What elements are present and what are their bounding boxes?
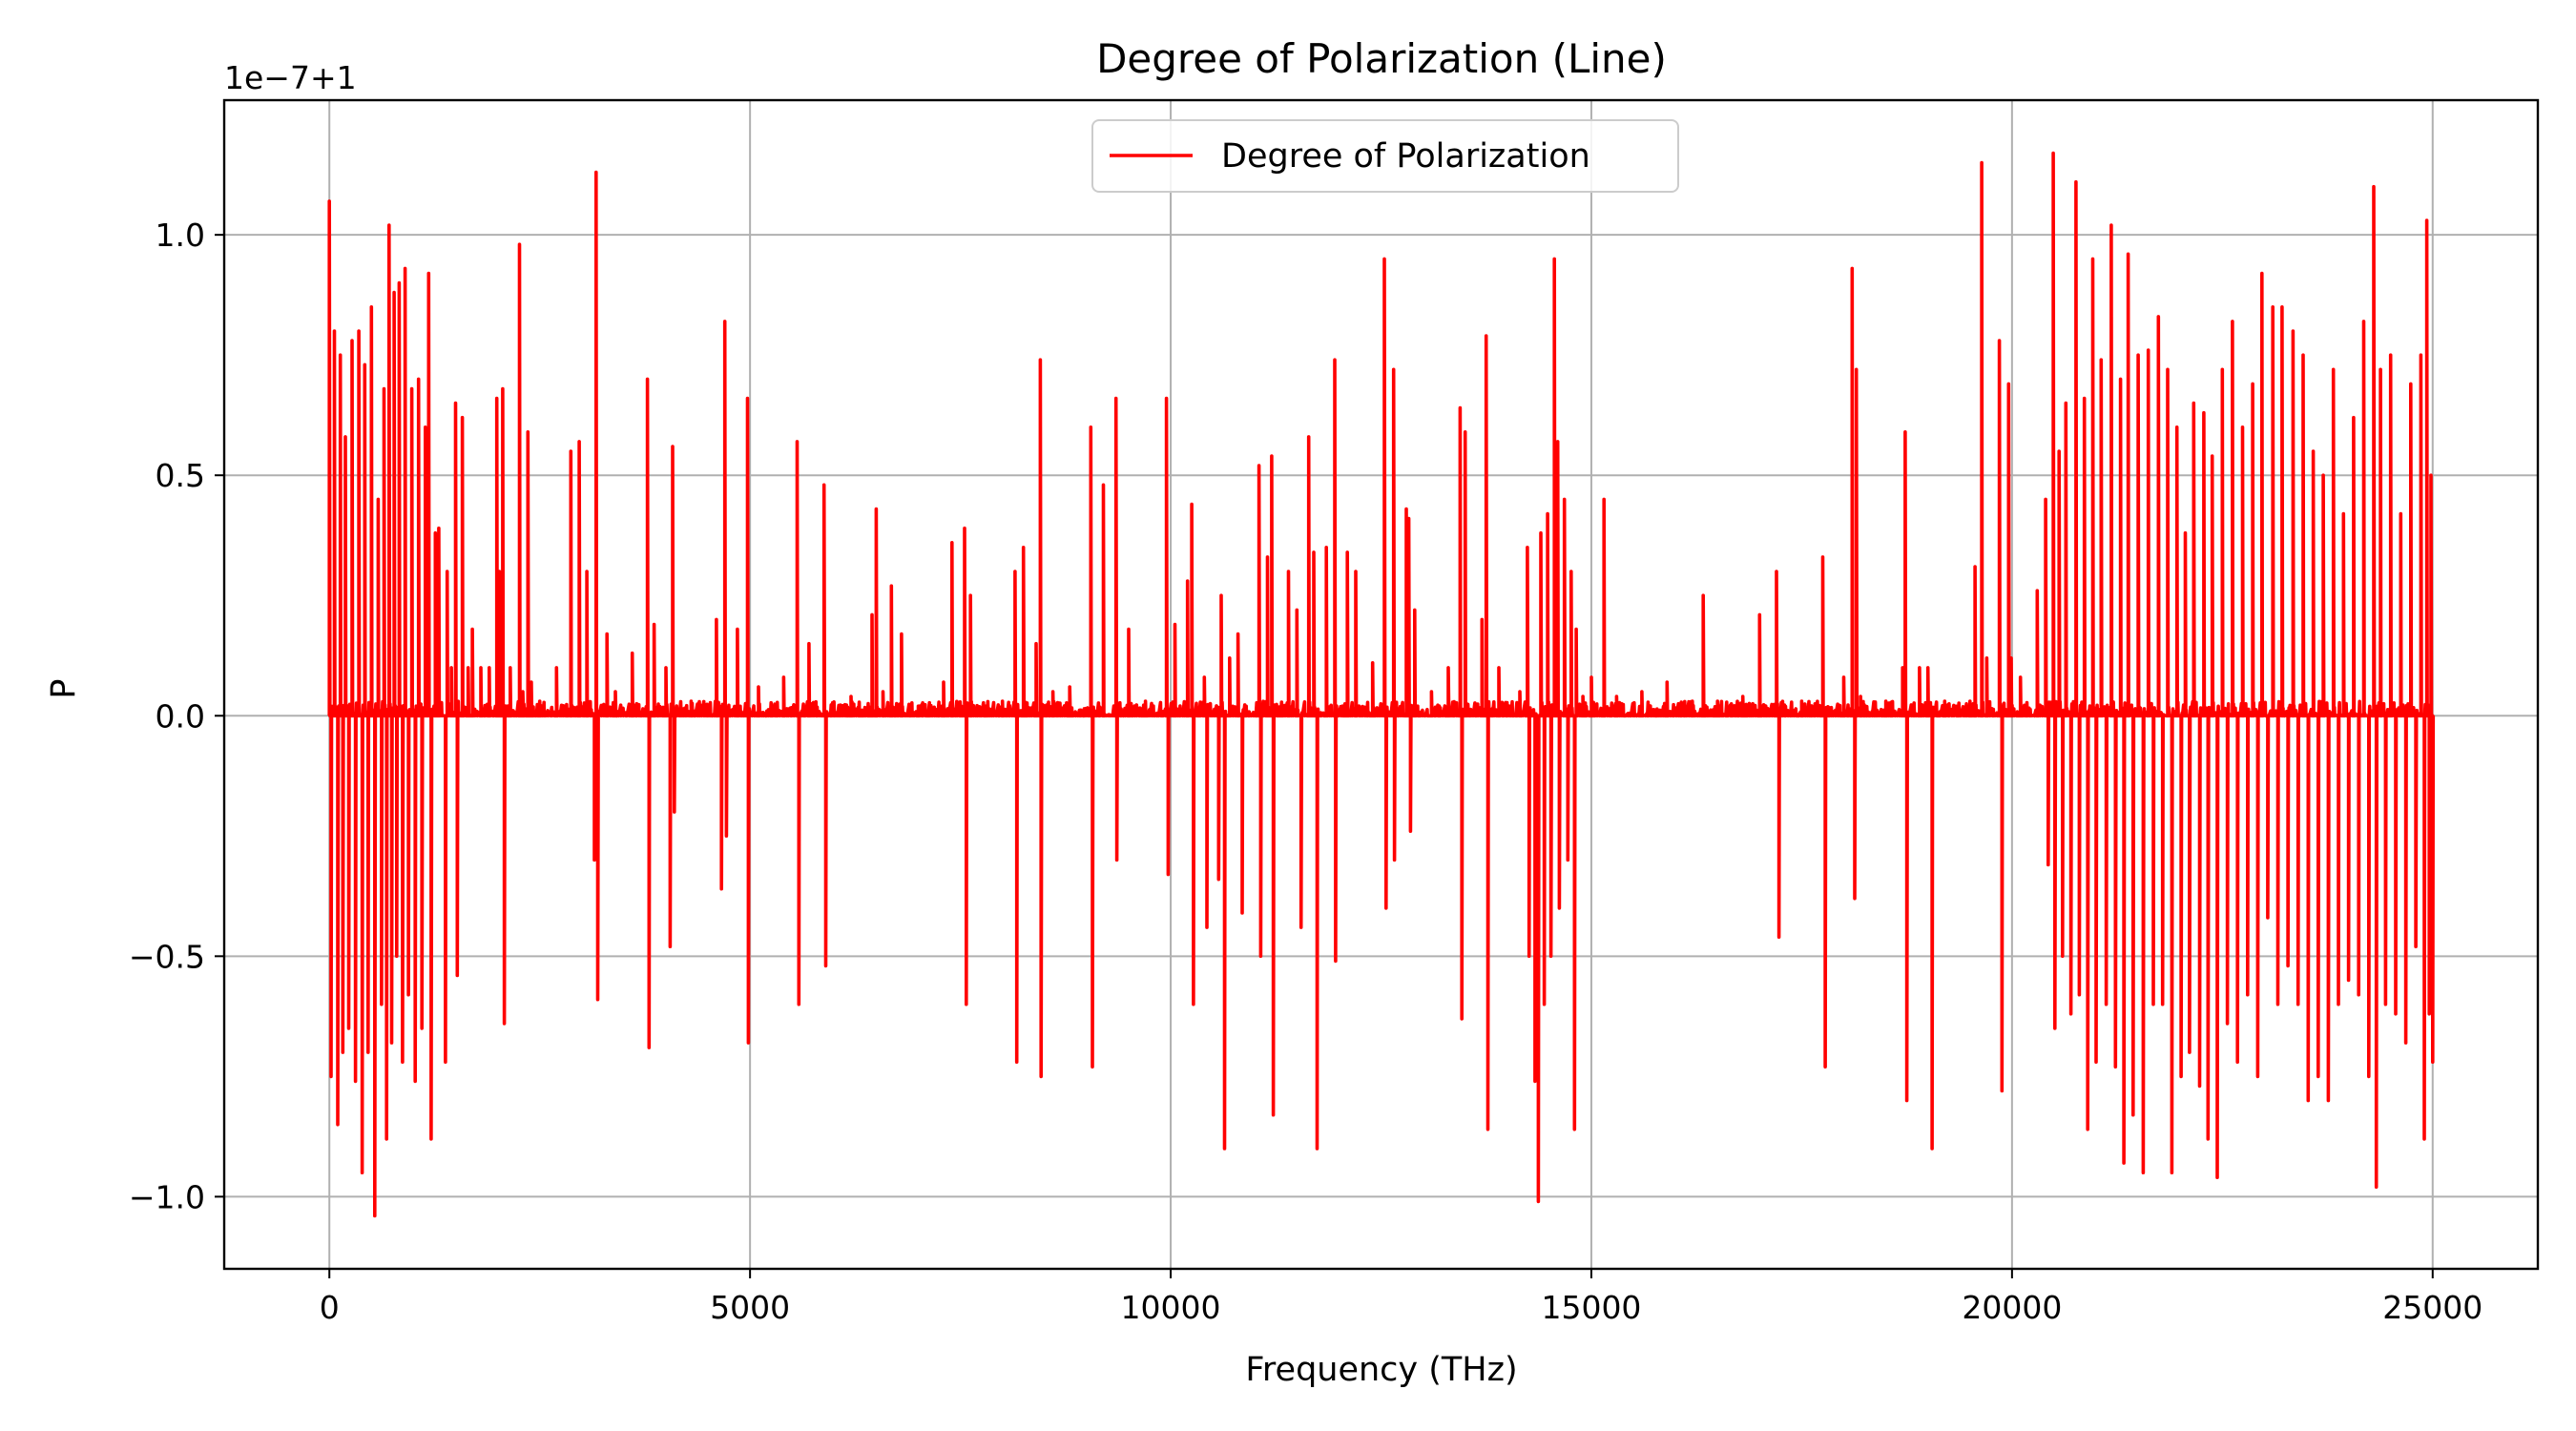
series-line-degree-of-polarization [327,151,2436,1218]
y-tick-label: −0.5 [129,938,205,975]
y-tick-label: 0.0 [156,697,205,735]
axis-offset-text: 1e−7+1 [224,59,357,96]
y-tick-label: 0.5 [156,457,205,494]
chart-title: Degree of Polarization (Line) [1096,35,1667,82]
x-axis-label: Frequency (THz) [1245,1351,1517,1389]
x-tick-label: 25000 [2382,1289,2483,1326]
y-axis-label: P [45,678,83,698]
x-tick-label: 5000 [710,1289,790,1326]
legend-box [1091,119,1679,193]
x-tick-label: 0 [320,1289,340,1326]
x-tick-label: 15000 [1541,1289,1641,1326]
x-axis-ticks: 0 5000 10000 15000 20000 25000 [320,1269,2483,1326]
axes-frame [222,98,2540,1271]
y-axis-ticks: −1.0 −0.5 0.0 0.5 1.0 [129,217,224,1215]
x-tick-label: 10000 [1121,1289,1221,1326]
y-tick-label: −1.0 [129,1178,205,1215]
x-tick-label: 20000 [1962,1289,2062,1326]
legend-label: Degree of Polarization [1221,137,1590,176]
y-tick-label: 1.0 [156,217,205,254]
plot-area [327,151,2436,1218]
legend: Degree of Polarization [1091,119,1679,193]
